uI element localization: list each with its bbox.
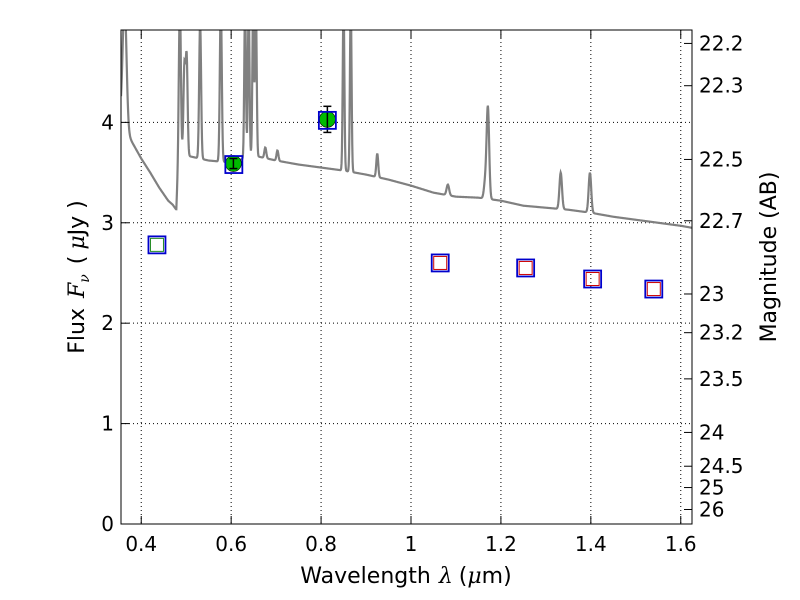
magnitude-axis-label: Magnitude (AB) — [757, 172, 782, 343]
band-square-red — [646, 282, 661, 297]
magnitude-tick-label: 22.2 — [699, 31, 744, 55]
magnitude-tick-label: 26 — [699, 497, 724, 521]
y-tick-label: 1 — [101, 412, 114, 436]
x-tick-label: 0.6 — [215, 532, 247, 556]
y-tick-label: 2 — [101, 311, 114, 335]
model-square — [317, 110, 337, 130]
model-square — [516, 258, 536, 278]
magnitude-tick-label: 23 — [699, 282, 724, 306]
y-tick-label: 4 — [101, 110, 114, 134]
model-square — [644, 279, 664, 299]
plot-frame — [120, 29, 693, 525]
x-tick-label: 0.4 — [125, 532, 157, 556]
x-axis-label: Wavelength λ (μm) — [300, 564, 511, 589]
grid-lines — [121, 30, 692, 525]
x-tick-label: 1.4 — [575, 532, 607, 556]
model-spectrum — [121, 30, 692, 229]
magnitude-tick-label: 22.5 — [699, 147, 744, 171]
x-tick-label: 0.8 — [305, 532, 337, 556]
model-square — [147, 235, 167, 255]
magnitude-tick-label: 22.7 — [699, 209, 744, 233]
band-square-green — [149, 237, 164, 252]
magnitude-tick-label: 24.5 — [699, 454, 744, 478]
band-square-red — [585, 272, 600, 287]
x-tick-label: 1 — [405, 532, 418, 556]
band-square-red — [518, 260, 533, 275]
band-square-red — [433, 255, 448, 270]
model-square — [430, 253, 450, 273]
model-square — [583, 269, 603, 289]
magnitude-tick-label: 23.5 — [699, 367, 744, 391]
x-tick-label: 1.2 — [485, 532, 517, 556]
spectrum-line — [121, 30, 692, 229]
y-axis-ticks: 0 1 2 3 4 — [101, 110, 129, 536]
magnitude-tick-label: 23.2 — [699, 321, 744, 345]
model-square — [224, 155, 244, 174]
y-tick-label: 3 — [101, 211, 114, 235]
y-axis-label: FluxFν(μJy ) — [65, 200, 93, 354]
x-axis-ticks: 0.4 0.6 0.8 1 1.2 1.4 1.6 — [125, 30, 697, 556]
magnitude-tick-label: 25 — [699, 476, 724, 500]
y-tick-label: 0 — [101, 512, 114, 536]
photometry-points — [147, 105, 664, 299]
magnitude-tick-label: 24 — [699, 420, 724, 444]
x-tick-label: 1.6 — [665, 532, 697, 556]
magnitude-tick-label: 22.3 — [699, 74, 744, 98]
